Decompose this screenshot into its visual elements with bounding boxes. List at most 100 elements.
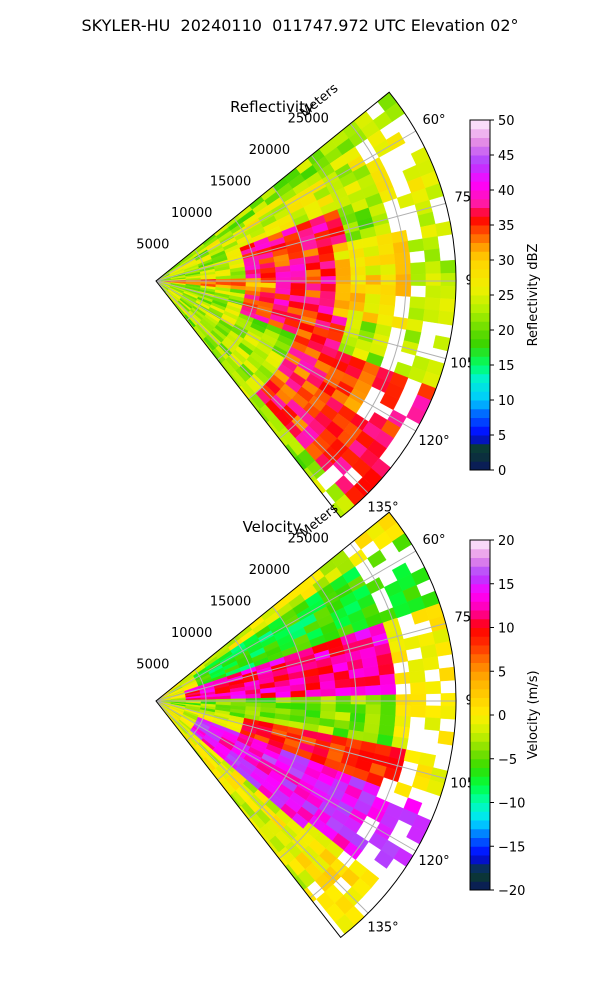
colorbar-segment (470, 417, 490, 427)
colorbar-tick-label: 20 (498, 324, 515, 339)
radar-cell (410, 705, 427, 718)
radar-cell (334, 258, 351, 269)
radar-cell (410, 681, 427, 695)
reflectivity-radial-ticks: 5000 10000 15000 20000 25000 (136, 112, 329, 253)
radar-cell (320, 283, 337, 293)
radar-cell (290, 270, 307, 278)
radar-cell (305, 703, 322, 712)
colorbar-segment (470, 382, 490, 392)
colorbar-segment (470, 820, 490, 830)
radial-tick-label: 25000 (288, 112, 329, 127)
radar-cell (260, 692, 277, 699)
radar-cell (275, 691, 292, 699)
radar-cell (349, 677, 366, 688)
radar-cell (395, 262, 412, 275)
reflectivity-title: Reflectivity (230, 98, 314, 116)
radar-cell (379, 673, 396, 686)
colorbar-segment (470, 645, 490, 655)
colorbar-segment (470, 837, 490, 847)
radar-cell (367, 549, 387, 569)
colorbar-segment (470, 688, 490, 698)
colorbar-segment (470, 802, 490, 812)
radial-tick-label: 20000 (249, 563, 290, 578)
radar-cell (378, 663, 395, 676)
colorbar-tick-label: 15 (498, 359, 515, 374)
colorbar-tick-label: −10 (498, 797, 525, 812)
radar-cell (275, 271, 292, 279)
radial-tick-label: 10000 (171, 626, 212, 641)
radial-grid-arc (186, 669, 207, 741)
radar-cell (335, 275, 352, 285)
angle-tick-label: 120° (418, 854, 449, 869)
colorbar-segment (470, 785, 490, 795)
radar-cell (365, 685, 382, 696)
radar-cell (394, 251, 411, 265)
colorbar-segment (470, 671, 490, 681)
colorbar-segment (470, 618, 490, 628)
radar-cell (380, 264, 397, 276)
colorbar-segment (470, 557, 490, 567)
radar-cell (424, 248, 441, 263)
radar-cell (422, 236, 440, 251)
colorbar-segment (470, 610, 490, 620)
colorbar-tick-label: 50 (498, 114, 515, 129)
colorbar-segment (470, 251, 490, 261)
colorbar-tick-label: 30 (498, 254, 515, 269)
radar-cell (304, 262, 321, 271)
radial-tick-label: 20000 (249, 143, 290, 158)
radar-cell (435, 640, 453, 657)
angular-grid-line (155, 130, 417, 282)
colorbar-segment (470, 828, 490, 838)
radar-cell (335, 687, 352, 697)
radar-cell (350, 695, 367, 705)
colorbar-segment (470, 321, 490, 331)
radar-cell (440, 692, 457, 707)
velocity-title: Velocity (243, 518, 302, 536)
velocity-colorbar-label: Velocity (m/s) (526, 670, 541, 759)
radar-cell (437, 730, 455, 746)
radar-cell (365, 265, 382, 276)
colorbar-segment (470, 881, 490, 891)
radar-cell (335, 283, 352, 294)
radial-grid-arc (248, 186, 307, 400)
radar-cell (380, 694, 397, 706)
radar-cell (290, 696, 307, 704)
radar-cell (395, 284, 412, 297)
figure-title: SKYLER-HU 20240110 011747.972 UTC Elevat… (81, 16, 519, 35)
colorbar-segment (470, 268, 490, 278)
radar-cell (403, 749, 422, 765)
reflectivity-panel: Reflectivity 5000 10000 15000 20000 2500… (136, 81, 541, 519)
colorbar-segment (470, 811, 490, 821)
colorbar-tick-label: −5 (498, 753, 517, 768)
radar-cell (410, 261, 427, 275)
colorbar-segment (470, 540, 490, 550)
colorbar-segment (470, 146, 490, 156)
colorbar-segment (470, 680, 490, 690)
colorbar-tick-label: 0 (498, 709, 506, 724)
radial-grid-arc (217, 637, 257, 781)
colorbar-segment (470, 435, 490, 445)
radar-cell (425, 285, 442, 299)
velocity-sector-border (155, 511, 457, 939)
radar-cell (319, 260, 336, 270)
radar-cell (440, 272, 456, 287)
colorbar-tick-label: 5 (498, 665, 506, 680)
radar-cell (379, 294, 396, 307)
colorbar-segment (470, 636, 490, 646)
radar-cell (304, 682, 321, 691)
colorbar-tick-label: 20 (498, 534, 515, 549)
radar-cell (290, 703, 307, 711)
colorbar-segment (470, 391, 490, 401)
colorbar-segment (470, 155, 490, 165)
angular-grid-line (155, 700, 446, 780)
radial-grid-arc (278, 574, 357, 859)
radial-tick-label: 5000 (136, 238, 169, 253)
colorbar-segment (470, 373, 490, 383)
angle-tick-label: 60° (422, 533, 445, 548)
colorbar-tick-label: 40 (498, 184, 515, 199)
colorbar-segment (470, 163, 490, 173)
radar-cell (410, 273, 427, 286)
radar-cell (374, 849, 394, 869)
radar-cell (422, 656, 440, 671)
